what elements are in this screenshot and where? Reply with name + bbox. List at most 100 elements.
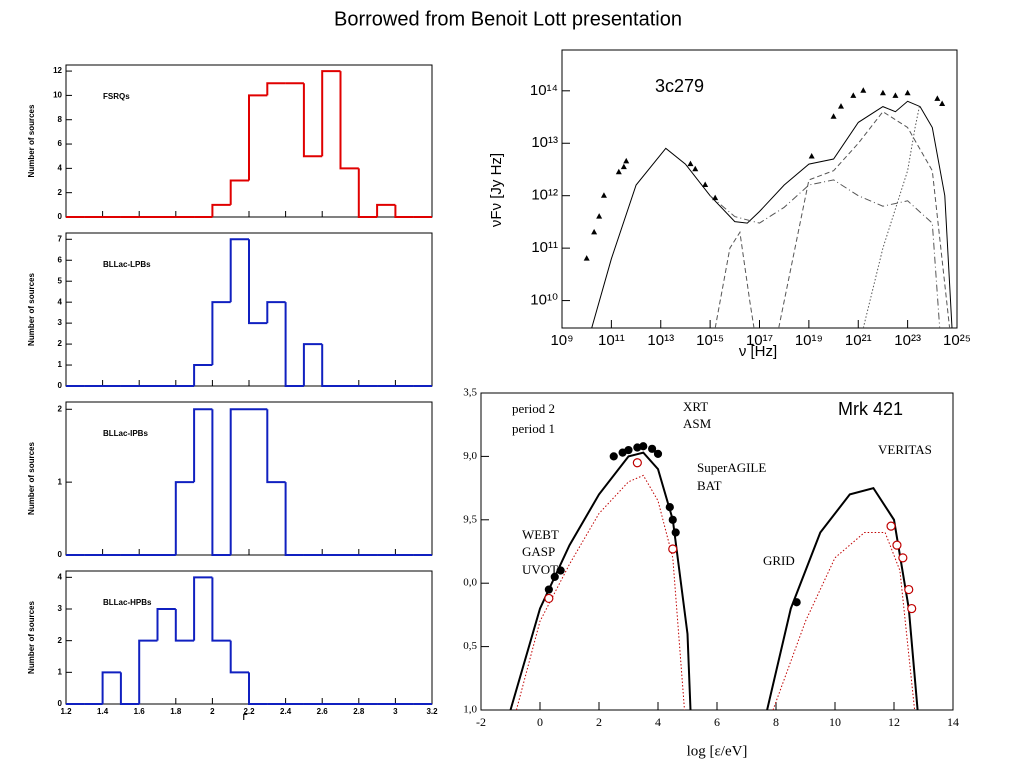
y-tick-label: 10 [53,91,62,100]
data-point [837,103,844,109]
histogram-bin [266,301,286,324]
y-tick-label: 0,5 [463,640,477,652]
x-tick-label: 2.8 [353,707,365,716]
x-tick-label: 10²⁵ [943,332,971,349]
y-tick-label: 4 [58,572,63,581]
data-point [830,113,837,119]
x-tick-label: 10¹¹ [598,332,625,349]
y-tick-label: 2 [58,188,63,197]
x-tick-label: 14 [947,715,959,729]
data-point [544,585,553,594]
data-point [907,603,917,614]
data-point [665,503,674,512]
data-point [850,92,857,98]
histogram-bin [284,482,304,556]
data-point [860,87,867,93]
data-point [600,192,607,198]
data-point [609,452,618,461]
y-tick-label: 7 [58,234,63,243]
data-point [668,515,677,524]
data-point [653,449,663,458]
histogram-bin [321,70,341,157]
model-curve [591,100,953,328]
histogram-bin [174,481,195,555]
histogram-bin [284,302,304,387]
histogram-bin [248,94,268,181]
data-point [692,165,699,172]
y-tick-label: 5 [58,276,63,285]
histogram-bin [229,640,249,674]
histogram-bin [302,83,323,158]
legend-entry: period 1 [512,421,555,436]
y-tick-label: 1 [58,360,63,369]
x-tick-label: 1.2 [60,707,72,716]
histogram-panel: 0 1 2 3 4 1.2 1.4 1.6 1.8 2 2.2 2.4 2.6 2.8 3 3.2 BLLac-… [27,570,438,722]
y-tick-label: 0 [58,699,63,708]
y-tick-label: 1 [58,477,63,486]
histogram-bin [357,168,378,218]
data-point [898,553,908,563]
x-tick-label: 10 [829,715,841,729]
data-point [632,458,642,468]
annotation: BAT [697,478,722,493]
y-tick-label: 0 [58,212,63,221]
y-axis-label: νFν [Jy Hz] [488,153,505,227]
y-axis-label: Number of sources [27,272,36,345]
histogram-bin [193,364,213,386]
data-point [620,163,627,170]
x-tick-label: 4 [655,715,661,729]
histogram-bin [339,71,359,170]
y-tick-label: 6 [58,139,63,148]
x-tick-label: 12 [888,715,900,729]
y-tick-label: 9,5 [463,513,477,525]
data-point [879,89,886,96]
histogram-bin [248,239,268,325]
data-point [702,181,709,187]
x-tick-label: 1.6 [134,707,146,716]
data-point [934,95,941,101]
x-tick-label: 10¹⁵ [696,332,724,349]
data-point [886,521,896,531]
histogram-bin [302,343,323,386]
x-tick-label: 10⁹ [550,332,573,349]
y-tick-label: 3 [58,604,63,613]
data-point [892,92,899,98]
data-point [550,572,559,581]
y-tick-label: 3,5 [463,387,477,399]
data-point [712,194,719,201]
y-axis-label: Number of sources [27,600,36,673]
x-tick-label: 0 [537,715,543,729]
data-point [939,100,946,107]
sed-panel: 10⁹ 10¹¹ 10¹³ 10¹⁵ 10¹⁷ 10¹⁹ 10²¹ 10²³ 10²⁵ 10¹⁰ 1… [488,49,971,360]
histogram-bin [211,409,231,556]
data-point [892,540,902,550]
model-curve [709,179,941,328]
model-curve [714,230,755,328]
x-tick-label: 6 [714,715,720,729]
histogram-bin [229,179,249,205]
histogram-bin [193,576,213,641]
x-axis-label: log [ε/eV] [687,743,748,759]
data-point [583,255,590,261]
data-point [591,228,598,235]
y-tick-label: 9,0 [463,450,477,462]
y-axis-label: Number of sources [27,441,36,514]
slide-title: Borrowed from Benoit Lott presentation [334,8,682,30]
x-tick-label: 3 [393,707,398,716]
histogram-bin [211,577,231,642]
x-tick-label: -2 [476,715,486,729]
y-tick-label: 3 [58,318,63,327]
annotation: VERITAS [878,442,932,457]
y-tick-label: 0 [58,381,63,390]
y-tick-label: 1,0 [463,704,477,716]
x-tick-label: 2.4 [280,707,292,716]
panel-label: FSRQs [103,92,130,101]
x-tick-label: 2.6 [317,707,329,716]
data-point [615,168,622,175]
data-point [623,157,630,164]
y-axis-label: Number of sources [27,104,36,177]
model-curve [862,106,920,328]
x-tick-label: 10²¹ [845,332,872,349]
annotation: WEBT [522,527,559,542]
